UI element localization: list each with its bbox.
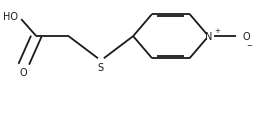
Text: N: N: [205, 32, 212, 42]
Text: S: S: [98, 62, 104, 72]
Text: +: +: [214, 28, 220, 34]
Text: O: O: [19, 68, 27, 78]
Text: HO: HO: [3, 12, 18, 22]
Text: −: −: [247, 43, 253, 49]
Text: O: O: [242, 32, 250, 42]
